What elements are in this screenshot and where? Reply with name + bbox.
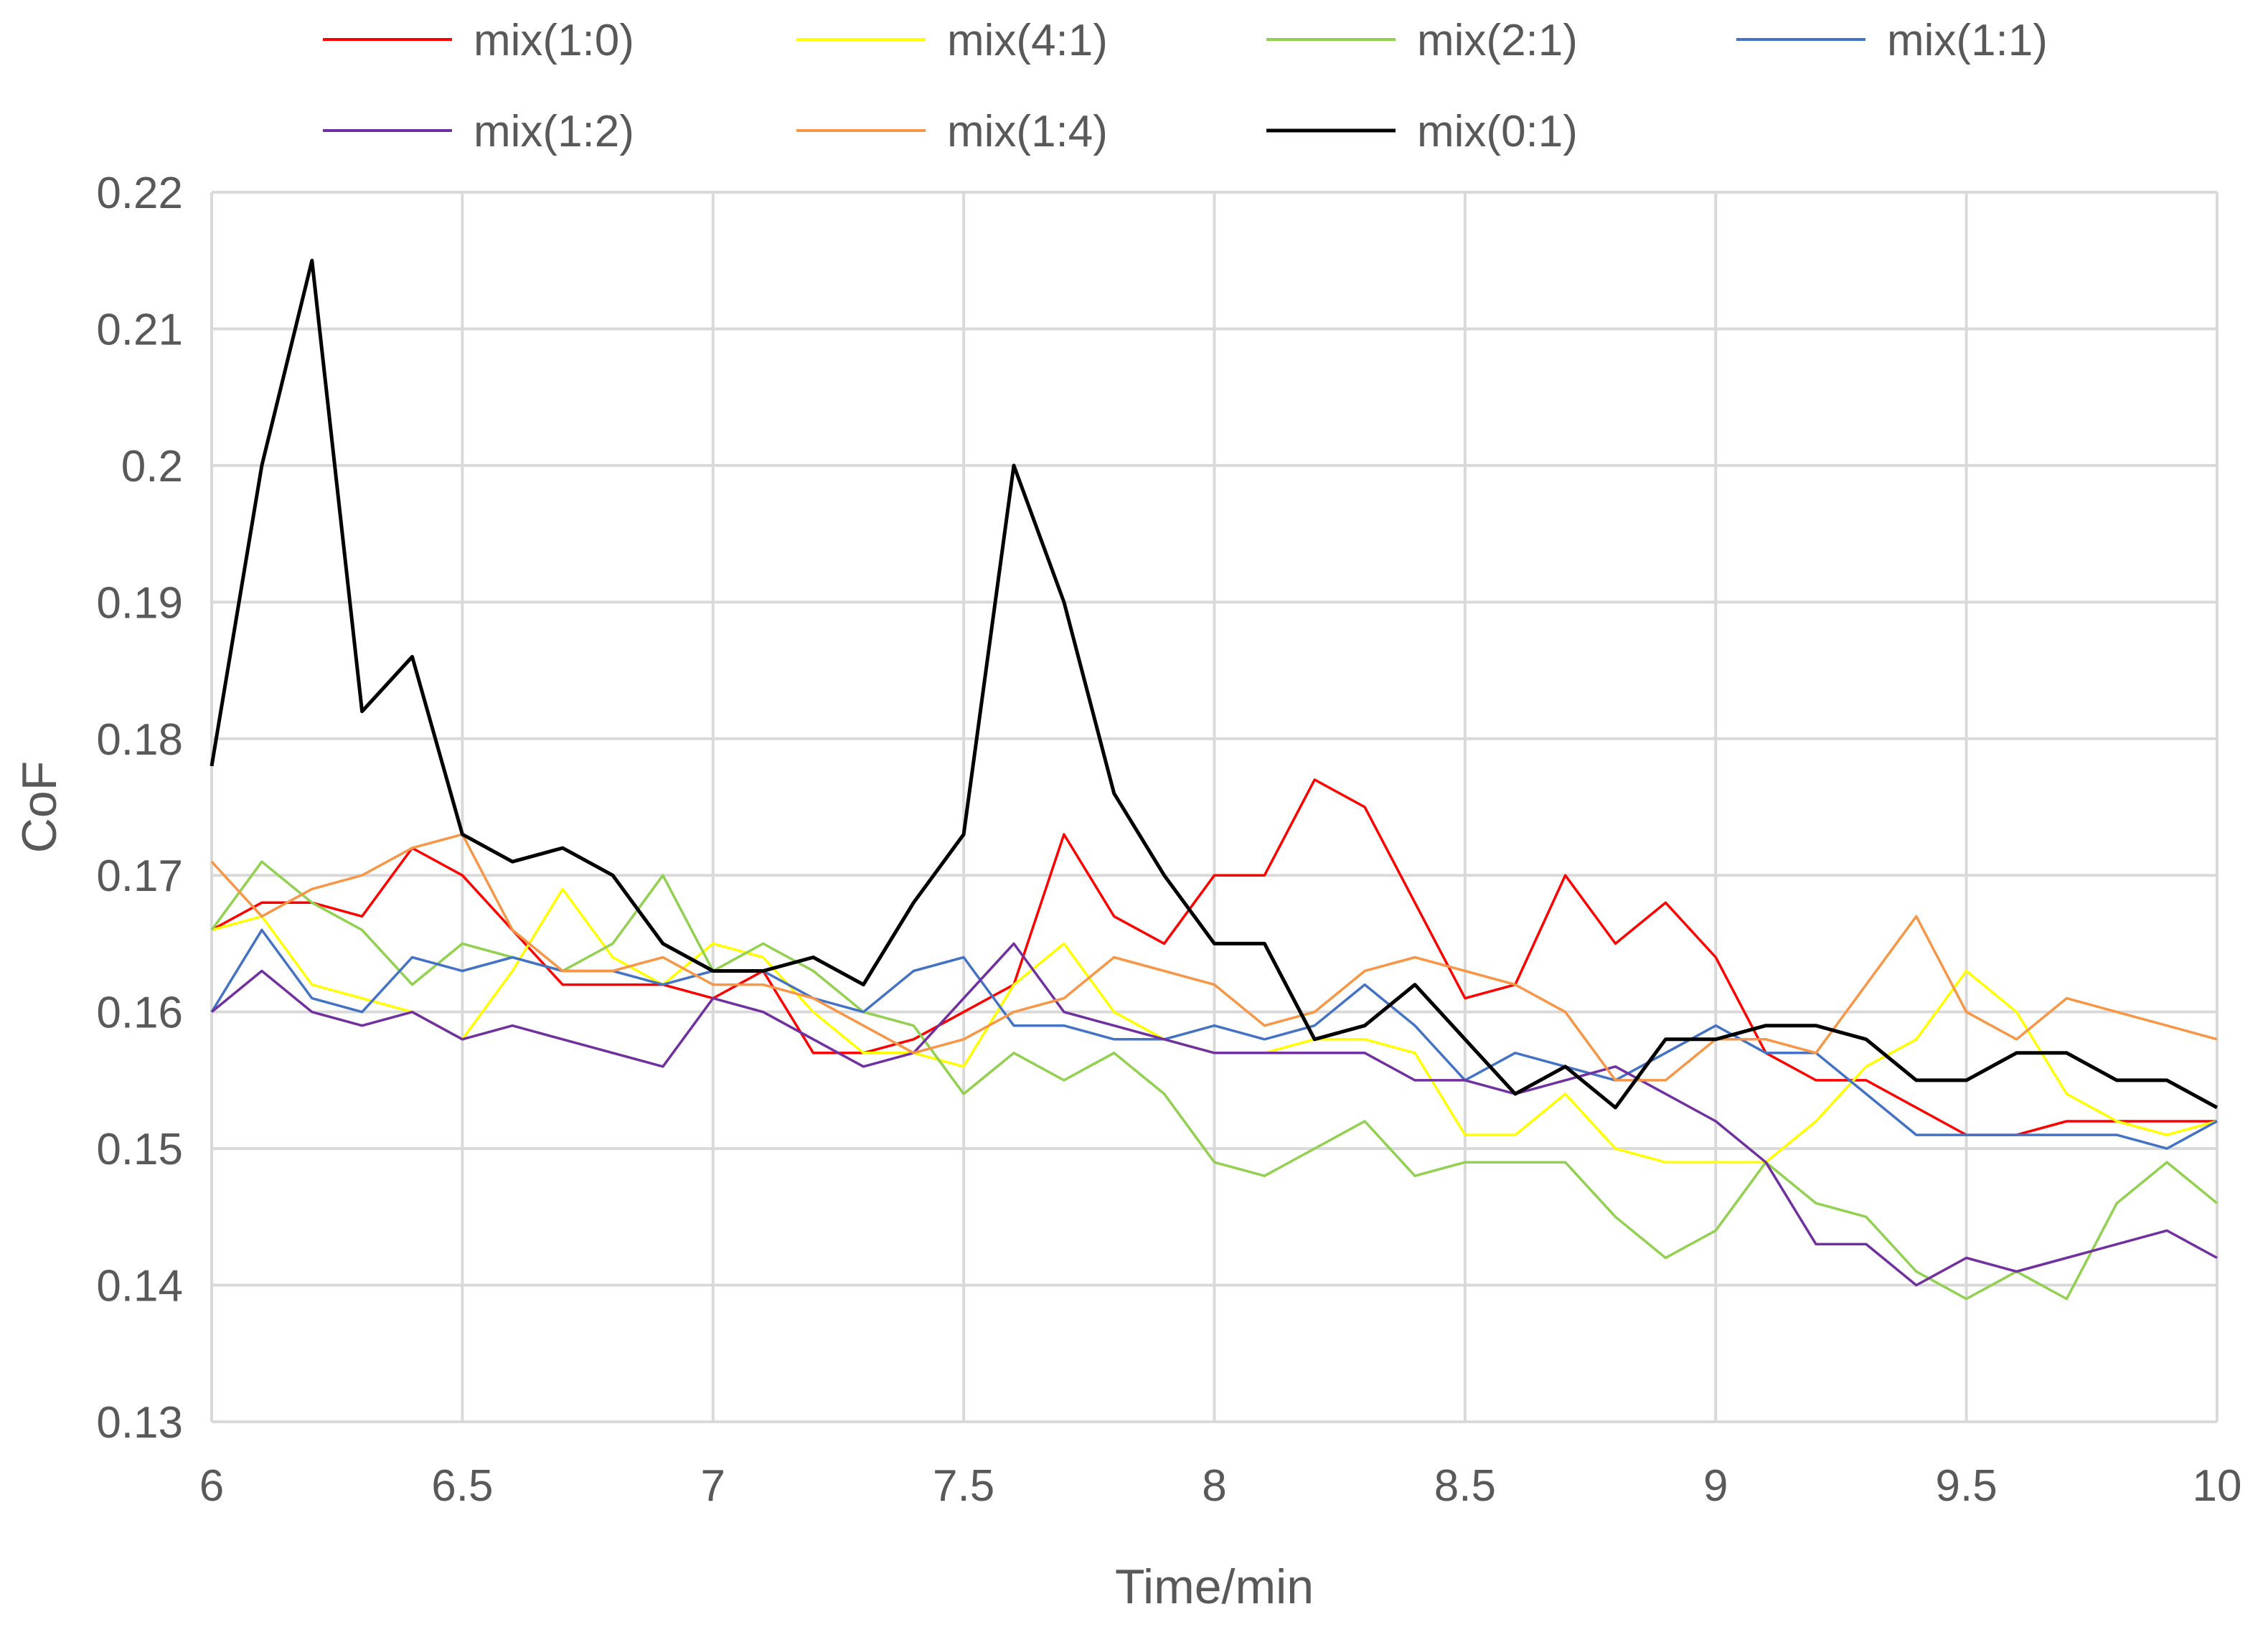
x-axis-title: Time/min: [1115, 1560, 1314, 1614]
legend-label: mix(1:4): [947, 107, 1108, 156]
series-line-mix(1:2): [210, 942, 2218, 1287]
y-tick-label: 0.22: [96, 169, 183, 218]
y-tick-label: 0.21: [96, 305, 183, 354]
legend-label: mix(0:1): [1417, 107, 1578, 156]
x-tick-label: 8: [1202, 1461, 1226, 1511]
legend: mix(1:0) mix(4:1) mix(2:1) mix(1:1) mix(1:2)…: [323, 16, 2048, 156]
x-tick-label: 7: [701, 1461, 725, 1511]
y-tick-label: 0.13: [96, 1398, 183, 1448]
legend-label: mix(4:1): [947, 16, 1108, 65]
x-tick-label: 9.5: [1936, 1461, 1998, 1511]
y-tick-label: 0.2: [121, 442, 183, 491]
x-tick-label: 6.5: [431, 1461, 493, 1511]
x-tick-label: 10: [2193, 1461, 2242, 1511]
y-tick-label: 0.18: [96, 715, 183, 765]
x-tick-label: 8.5: [1434, 1461, 1496, 1511]
legend-label: mix(1:2): [474, 107, 634, 156]
legend-label: mix(1:1): [1887, 16, 2048, 65]
tick-labels: 6 6.5 7 7.5 8 8.5 9 9.5 10 0.13 0.14 0.15 0.16 0.17 0.…: [96, 169, 2241, 1511]
y-axis-title: CoF: [12, 761, 67, 853]
x-tick-label: 7.5: [933, 1461, 994, 1511]
y-tick-label: 0.14: [96, 1262, 183, 1311]
series-line-mix(1:1): [210, 928, 2218, 1150]
series-line-mix(1:4): [210, 833, 2218, 1082]
series-lines: [210, 258, 2218, 1301]
legend-label: mix(1:0): [474, 16, 634, 65]
y-tick-label: 0.19: [96, 578, 183, 628]
x-tick-label: 6: [199, 1461, 224, 1511]
series-line-mix(0:1): [210, 258, 2218, 1110]
y-tick-label: 0.17: [96, 851, 183, 901]
legend-label: mix(2:1): [1417, 16, 1578, 65]
y-tick-label: 0.16: [96, 989, 183, 1038]
y-tick-label: 0.15: [96, 1125, 183, 1174]
x-tick-label: 9: [1703, 1461, 1728, 1511]
